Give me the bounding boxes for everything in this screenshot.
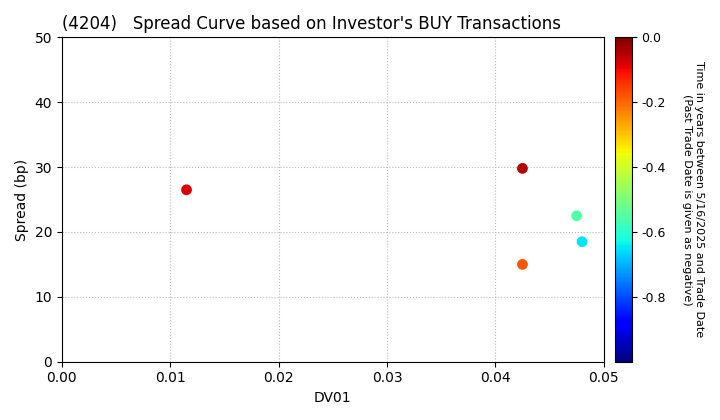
Y-axis label: Spread (bp): Spread (bp) [15, 158, 29, 241]
Point [181, 186, 192, 193]
Point [517, 261, 528, 268]
Text: (4204)   Spread Curve based on Investor's BUY Transactions: (4204) Spread Curve based on Investor's … [62, 15, 561, 33]
Point [571, 213, 582, 219]
Point [576, 238, 588, 245]
Point [517, 165, 528, 172]
X-axis label: DV01: DV01 [314, 391, 351, 405]
Y-axis label: Time in years between 5/16/2025 and Trade Date
(Past Trade Date is given as nega: Time in years between 5/16/2025 and Trad… [683, 61, 704, 338]
